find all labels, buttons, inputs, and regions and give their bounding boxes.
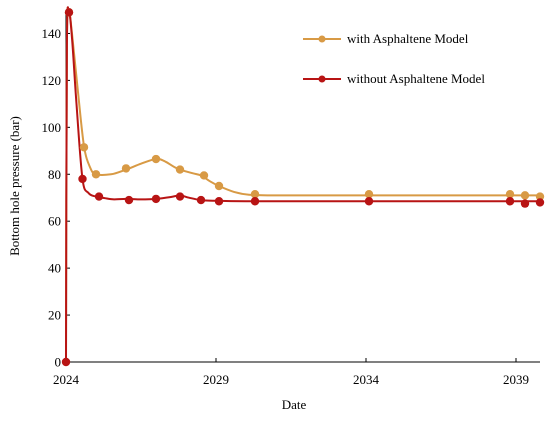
x-tick-label: 2029 <box>203 372 229 387</box>
y-tick-label: 40 <box>48 261 61 276</box>
series-1-point <box>78 174 87 184</box>
series-1-point <box>250 197 260 206</box>
y-tick-label: 60 <box>48 214 61 229</box>
y-tick-label: 100 <box>42 120 62 135</box>
series-0-point <box>175 165 185 174</box>
y-axis-title: Bottom hole pressure (bar) <box>7 116 22 256</box>
x-tick-label: 2024 <box>53 372 80 387</box>
series-1-point <box>214 197 224 206</box>
series-0-point <box>214 181 224 191</box>
x-tick-label: 2034 <box>353 372 380 387</box>
legend-item-without-asphaltene: without Asphaltene Model <box>303 71 485 86</box>
legend-swatch-marker <box>318 35 326 43</box>
y-tick-label: 80 <box>48 167 61 182</box>
series-0-point <box>535 192 545 201</box>
legend: with Asphaltene Model without Asphaltene… <box>303 31 485 86</box>
series-1-point <box>64 8 74 17</box>
y-tick-label: 120 <box>42 73 62 88</box>
series-1-point <box>175 192 185 201</box>
legend-swatch-marker <box>318 75 326 83</box>
legend-item-with-asphaltene: with Asphaltene Model <box>303 31 469 46</box>
series-0-point <box>151 154 161 164</box>
series-1-point <box>61 357 71 367</box>
series-1-point <box>520 199 530 208</box>
series-0-point <box>364 190 374 199</box>
series-0-point <box>250 190 260 199</box>
series-1-point <box>124 195 134 205</box>
series-0-point <box>121 164 131 173</box>
legend-label: with Asphaltene Model <box>347 31 469 46</box>
legend-label: without Asphaltene Model <box>347 71 485 86</box>
series-lines <box>65 6 540 363</box>
y-ticks: 0 20 40 60 80 100 120 140 <box>42 26 70 370</box>
series-1-point <box>94 192 104 201</box>
y-tick-label: 140 <box>42 26 62 41</box>
series-line-1 <box>65 6 540 363</box>
series-0-point <box>199 171 209 180</box>
series-1-point <box>535 198 545 207</box>
series-0-point <box>91 170 101 179</box>
x-tick-label: 2039 <box>503 372 529 387</box>
series-1-point <box>364 197 374 206</box>
x-axis-title: Date <box>282 397 307 412</box>
series-0-point <box>520 191 530 200</box>
series-line-0 <box>65 6 540 363</box>
series-1-point <box>151 194 161 204</box>
series-1-point <box>196 195 206 205</box>
series-1-point <box>505 197 515 206</box>
y-tick-label: 20 <box>48 308 61 323</box>
series-points <box>61 8 545 367</box>
series-0-point <box>79 143 89 152</box>
y-tick-label: 0 <box>55 355 62 370</box>
axes <box>65 10 540 363</box>
series-0-point <box>505 190 515 199</box>
